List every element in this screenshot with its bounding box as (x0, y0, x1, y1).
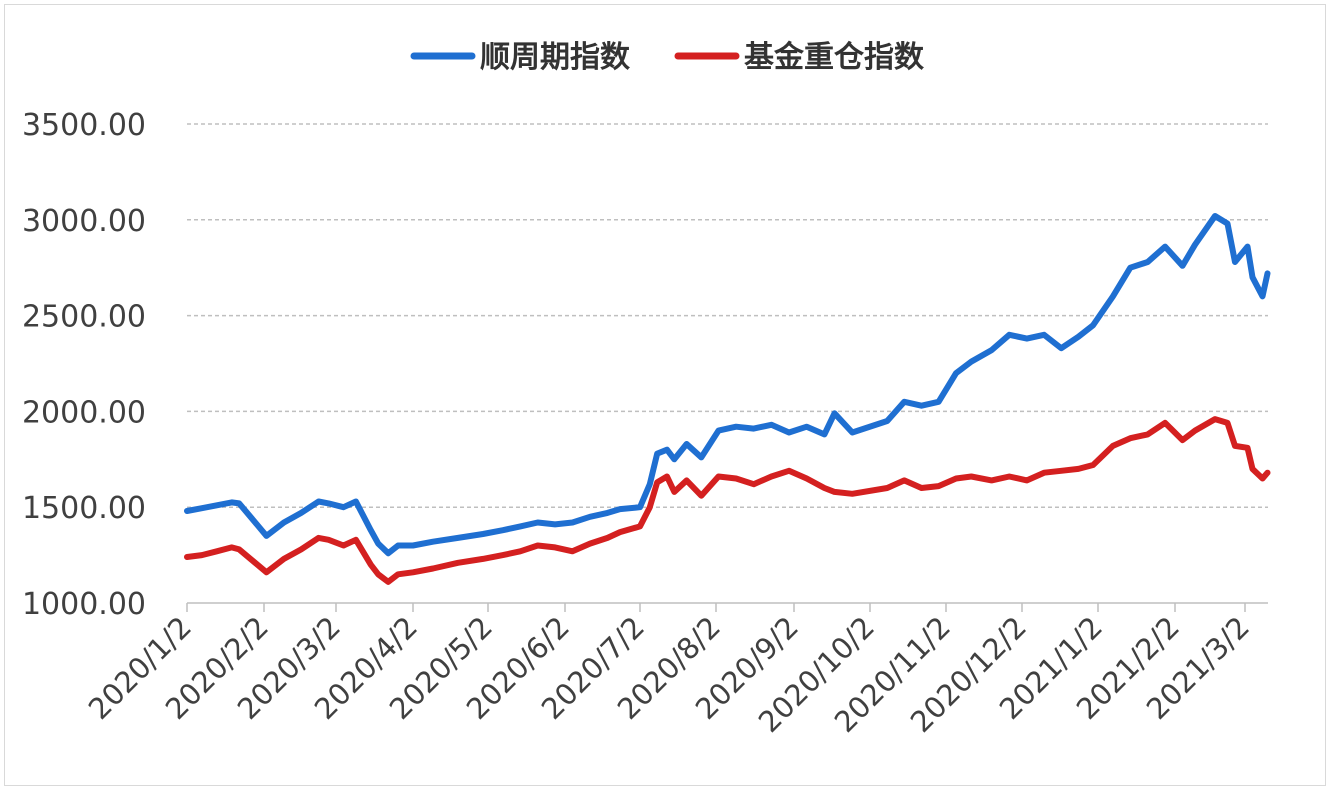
y-tick-label: 1500.00 (22, 491, 146, 526)
chart-frame (4, 4, 1326, 786)
y-tick-label: 1000.00 (22, 587, 146, 622)
y-tick-label: 3000.00 (22, 204, 146, 239)
x-axis-ticks: 2020/1/22020/2/22020/3/22020/4/22020/5/2… (82, 603, 1256, 739)
legend-label-cyclical-index: 顺周期指数 (480, 40, 631, 75)
gridlines (187, 123, 1268, 604)
series-line-cyclical-index (184, 213, 1271, 557)
legend-label-fund-heavy-index: 基金重仓指数 (744, 40, 925, 75)
y-tick-label: 2000.00 (22, 395, 146, 430)
series-line-fund-heavy-index (184, 416, 1271, 585)
y-tick-label: 2500.00 (22, 300, 146, 335)
legend: 顺周期指数 基金重仓指数 (410, 40, 925, 75)
y-tick-label: 3500.00 (22, 108, 146, 143)
series-lines (184, 213, 1271, 585)
y-axis-ticks: 1000.00 1500.00 2000.00 2500.00 3000.00 3500.… (22, 108, 146, 622)
